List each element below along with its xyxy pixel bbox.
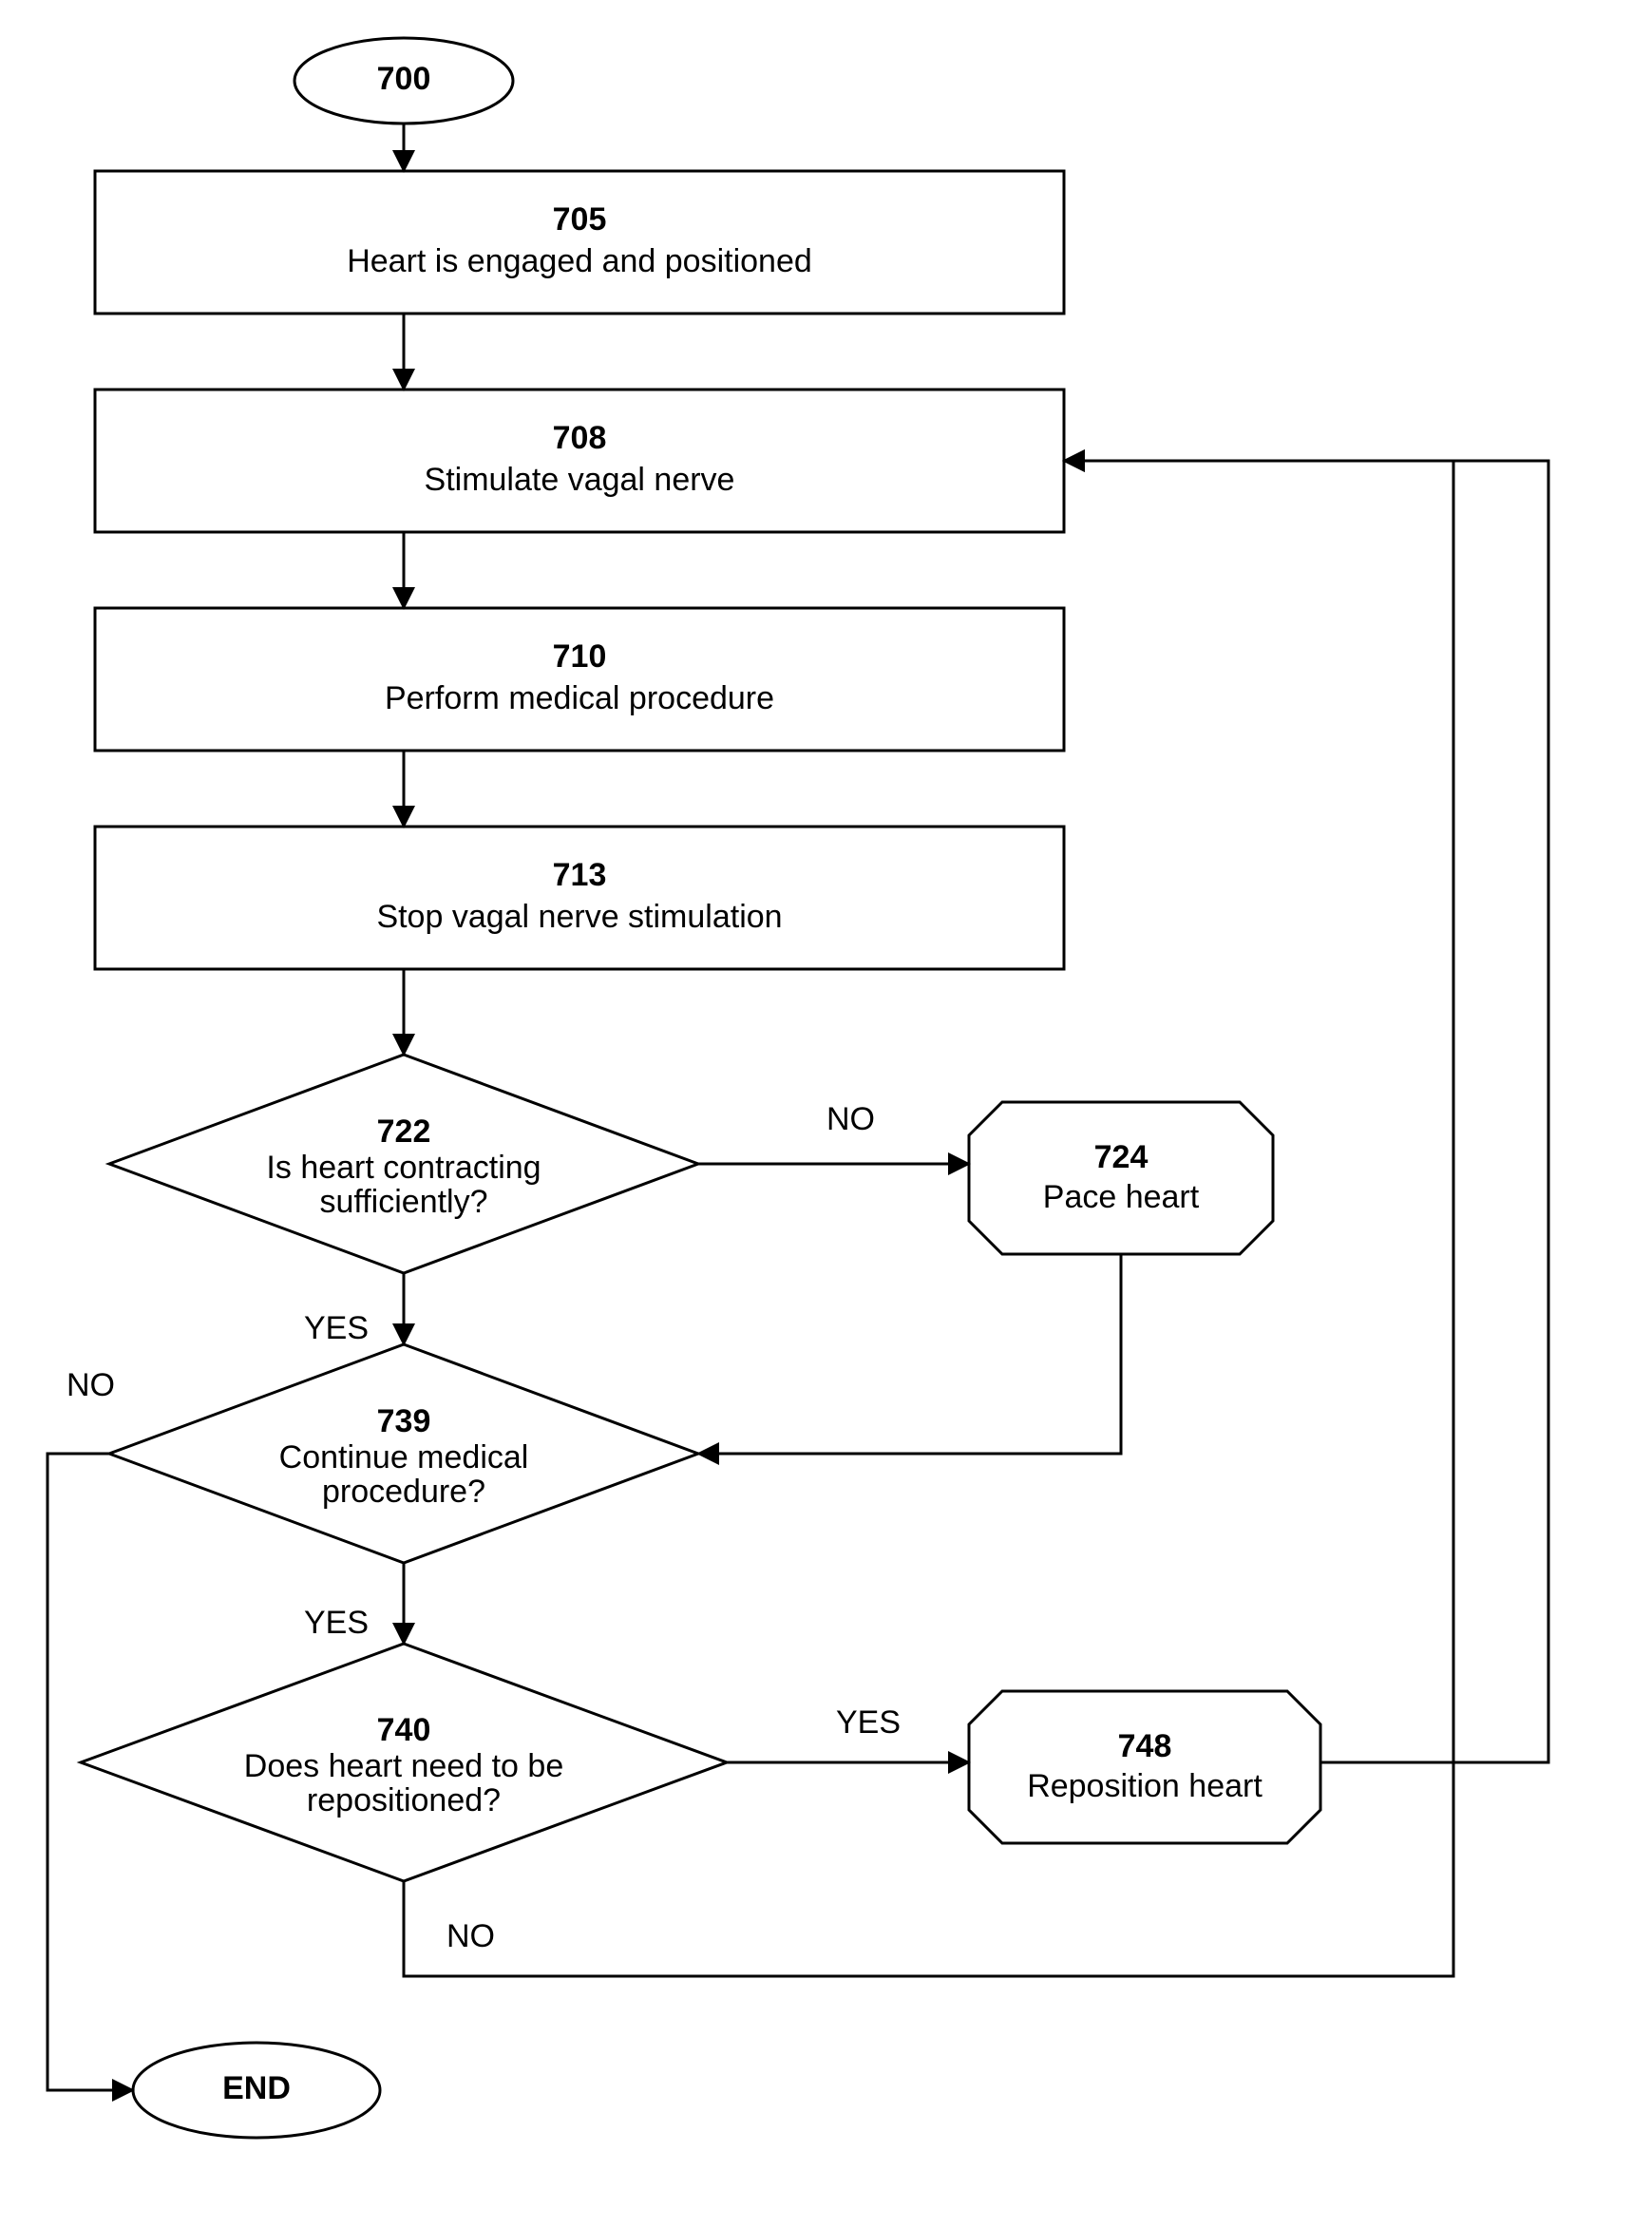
- svg-text:repositioned?: repositioned?: [307, 1782, 501, 1818]
- svg-text:Heart is engaged and positione: Heart is engaged and positioned: [347, 243, 812, 279]
- node-dec722: 722Is heart contractingsufficiently?: [109, 1055, 698, 1273]
- branch-label-yes739: YES: [304, 1605, 369, 1641]
- flowchart-diagram: 700 705 Heart is engaged and positioned 708…: [0, 0, 1652, 2227]
- node-box708: 708 Stimulate vagal nerve: [95, 390, 1064, 532]
- svg-text:procedure?: procedure?: [322, 1474, 485, 1510]
- branch-label-no740: NO: [446, 1918, 495, 1954]
- svg-text:740: 740: [377, 1712, 431, 1748]
- svg-text:739: 739: [377, 1403, 431, 1439]
- node-box710: 710 Perform medical procedure: [95, 608, 1064, 751]
- svg-text:Stimulate vagal nerve: Stimulate vagal nerve: [425, 462, 735, 498]
- svg-text:708: 708: [553, 420, 607, 456]
- node-dec740: 740Does heart need to berepositioned?: [81, 1644, 727, 1881]
- svg-text:sufficiently?: sufficiently?: [319, 1184, 487, 1220]
- node-box713: 713 Stop vagal nerve stimulation: [95, 827, 1064, 969]
- branch-label-yes740: YES: [836, 1704, 901, 1741]
- svg-text:710: 710: [553, 638, 607, 675]
- node-oct724: 724 Pace heart: [969, 1102, 1273, 1254]
- svg-text:700: 700: [377, 61, 431, 97]
- svg-text:724: 724: [1094, 1139, 1149, 1175]
- svg-text:Stop vagal nerve stimulation: Stop vagal nerve stimulation: [376, 899, 782, 935]
- branch-label-yes722: YES: [304, 1310, 369, 1346]
- node-box705: 705 Heart is engaged and positioned: [95, 171, 1064, 314]
- svg-text:Perform medical procedure: Perform medical procedure: [385, 680, 774, 716]
- svg-text:722: 722: [377, 1114, 431, 1150]
- svg-text:Reposition heart: Reposition heart: [1027, 1768, 1263, 1804]
- node-dec739: 739Continue medicalprocedure?: [109, 1344, 698, 1563]
- svg-text:705: 705: [553, 201, 607, 238]
- svg-text:END: END: [222, 2070, 291, 2106]
- svg-text:Does heart need to be: Does heart need to be: [244, 1748, 563, 1784]
- node-end: END: [133, 2043, 380, 2138]
- branch-label-no739: NO: [66, 1367, 115, 1403]
- svg-text:Pace heart: Pace heart: [1043, 1179, 1200, 1215]
- edge: [698, 1254, 1121, 1454]
- node-start: 700: [294, 38, 513, 124]
- svg-text:Continue medical: Continue medical: [279, 1439, 529, 1475]
- branch-label-no722: NO: [826, 1101, 875, 1137]
- node-oct748: 748 Reposition heart: [969, 1691, 1320, 1843]
- svg-text:713: 713: [553, 857, 607, 893]
- svg-text:748: 748: [1118, 1728, 1172, 1764]
- svg-text:Is heart contracting: Is heart contracting: [266, 1150, 541, 1186]
